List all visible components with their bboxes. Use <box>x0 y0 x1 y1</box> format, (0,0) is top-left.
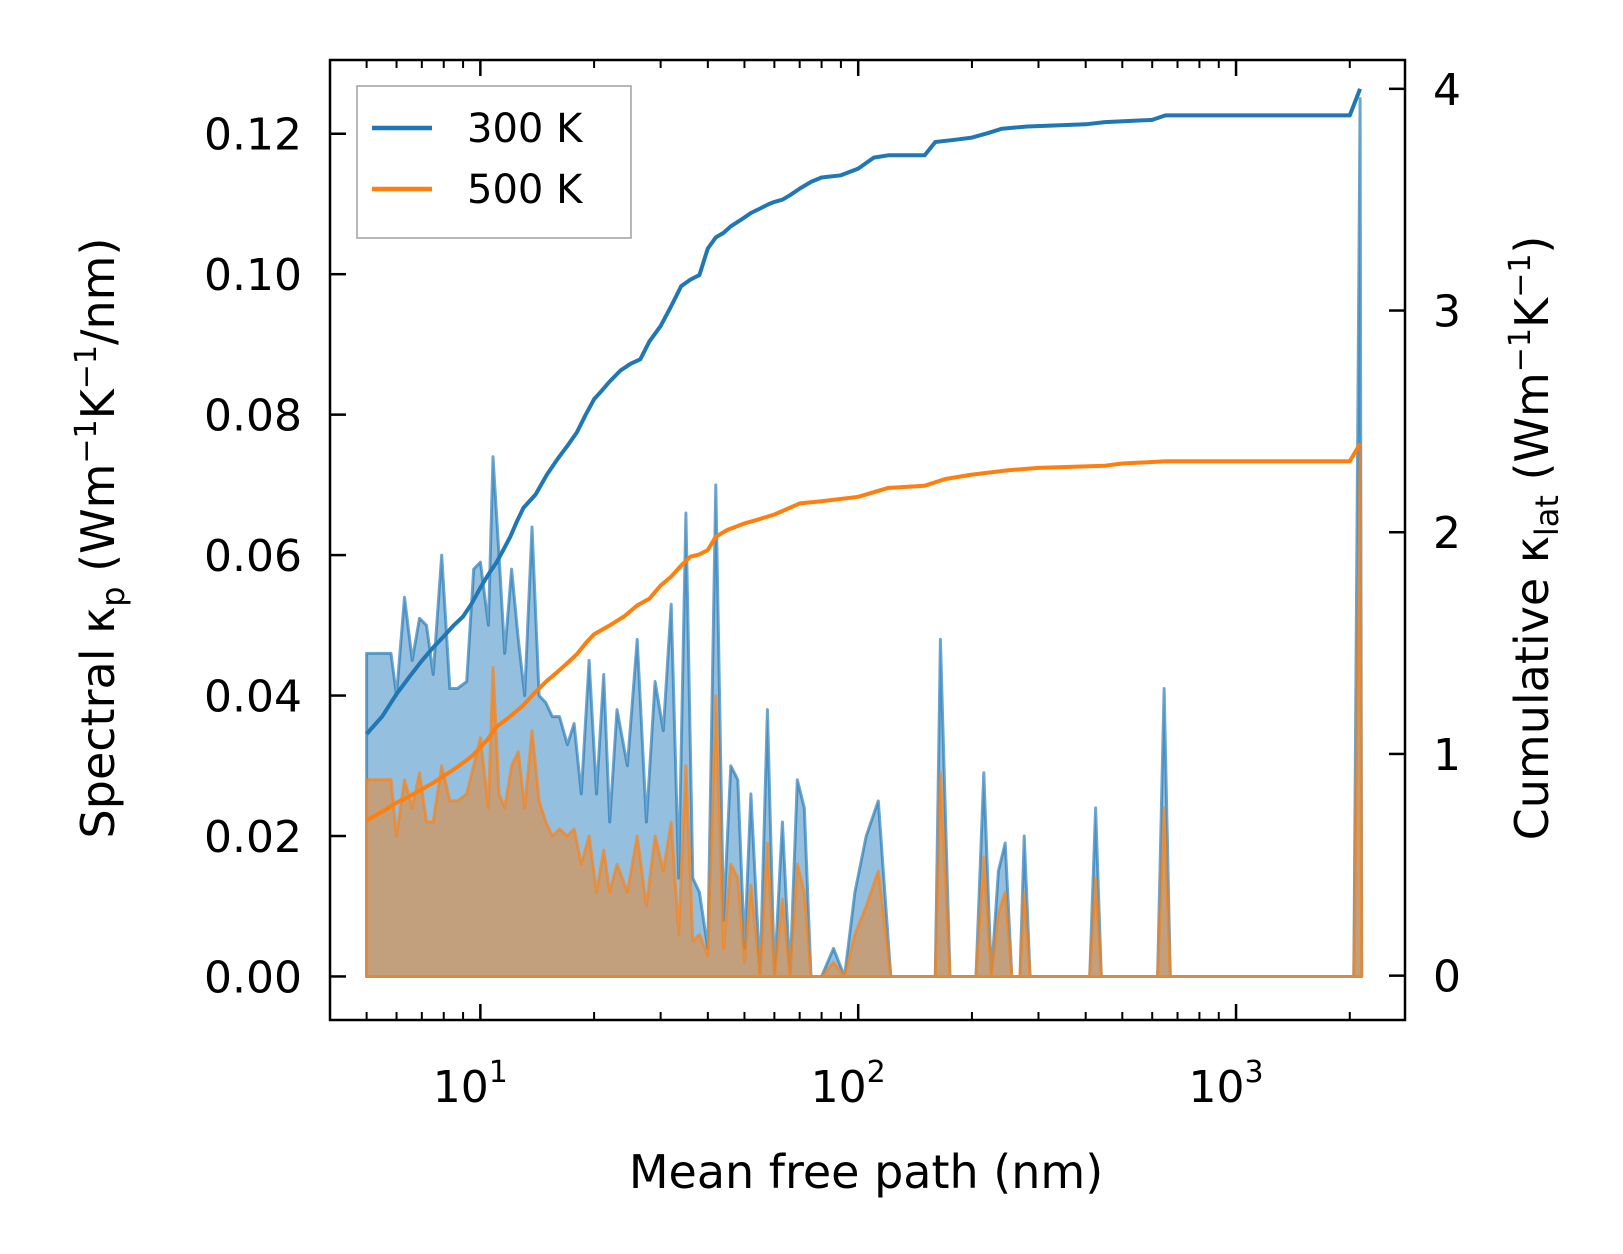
x-tick-label: 103 <box>1188 1055 1263 1113</box>
axes <box>328 58 1407 1022</box>
legend: 300 K 500 K <box>356 85 632 239</box>
y-left-tick-label: 0.08 <box>204 391 302 442</box>
plot-frame <box>328 58 1407 1022</box>
y-left-tick-label: 0.00 <box>204 952 302 1003</box>
y-left-tick-label: 0.04 <box>204 672 302 723</box>
legend-frame <box>356 85 632 239</box>
cumulative-line-500k <box>365 442 1362 823</box>
spectral-fill-areas <box>365 97 1364 978</box>
spectral-area-300k <box>365 97 1364 978</box>
series-lines <box>365 88 1362 823</box>
y-axis-label-left: Spectral κp (Wm−1K−1/nm) <box>69 238 132 839</box>
y-left-tick-label: 0.06 <box>204 531 302 582</box>
tick-labels: 101 102 103 0.00 0.02 0.04 0.06 0.08 0.10 0.12 0 1 2… <box>204 65 1461 1113</box>
y-right-tick-label: 4 <box>1433 65 1461 116</box>
spectral-area-500k <box>365 448 1364 978</box>
y-axis-label-right: Cumulative κlat (Wm−1K−1) <box>1503 236 1566 841</box>
cumulative-line-300k <box>365 88 1362 736</box>
x-axis-label: Mean free path (nm) <box>629 1145 1103 1199</box>
y-left-tick-label: 0.12 <box>204 110 302 161</box>
y-left-tick-label: 0.02 <box>204 812 302 863</box>
y-left-tick-label: 0.10 <box>204 250 302 301</box>
x-tick-label: 102 <box>811 1055 886 1113</box>
y-right-tick-label: 1 <box>1433 730 1461 781</box>
y-right-tick-label: 2 <box>1433 508 1461 559</box>
legend-label-300k: 300 K <box>467 106 584 152</box>
y-right-tick-label: 0 <box>1433 952 1461 1003</box>
tick-marks <box>330 60 1405 1020</box>
legend-label-500k: 500 K <box>467 167 584 213</box>
x-tick-label: 101 <box>433 1055 508 1113</box>
y-right-tick-label: 3 <box>1433 287 1461 338</box>
